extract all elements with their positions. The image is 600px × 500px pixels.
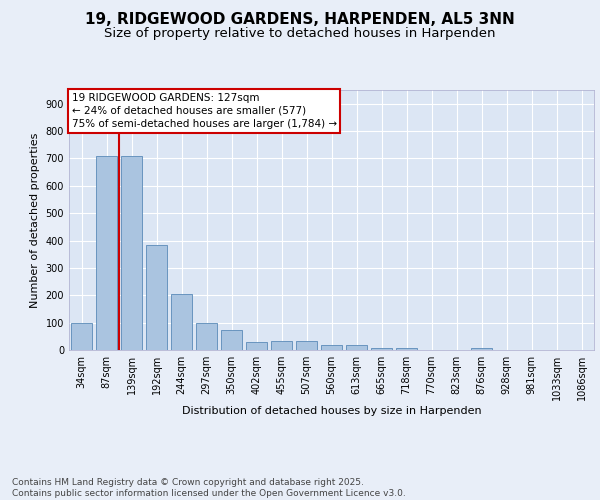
Bar xyxy=(321,346,342,350)
Bar xyxy=(121,156,142,350)
Bar xyxy=(146,245,167,350)
Y-axis label: Number of detached properties: Number of detached properties xyxy=(30,132,40,308)
Bar xyxy=(96,156,117,350)
Bar xyxy=(271,341,292,350)
Text: Contains HM Land Registry data © Crown copyright and database right 2025.
Contai: Contains HM Land Registry data © Crown c… xyxy=(12,478,406,498)
Bar xyxy=(371,348,392,350)
Bar xyxy=(71,322,92,350)
Text: 19 RIDGEWOOD GARDENS: 127sqm
← 24% of detached houses are smaller (577)
75% of s: 19 RIDGEWOOD GARDENS: 127sqm ← 24% of de… xyxy=(71,92,337,129)
Bar xyxy=(246,342,267,350)
Text: Size of property relative to detached houses in Harpenden: Size of property relative to detached ho… xyxy=(104,28,496,40)
Text: 19, RIDGEWOOD GARDENS, HARPENDEN, AL5 3NN: 19, RIDGEWOOD GARDENS, HARPENDEN, AL5 3N… xyxy=(85,12,515,28)
Bar xyxy=(471,348,492,350)
Bar xyxy=(346,345,367,350)
Bar xyxy=(396,348,417,350)
Bar xyxy=(221,330,242,350)
Bar xyxy=(196,322,217,350)
Bar xyxy=(171,294,192,350)
Bar xyxy=(296,341,317,350)
X-axis label: Distribution of detached houses by size in Harpenden: Distribution of detached houses by size … xyxy=(182,406,481,415)
